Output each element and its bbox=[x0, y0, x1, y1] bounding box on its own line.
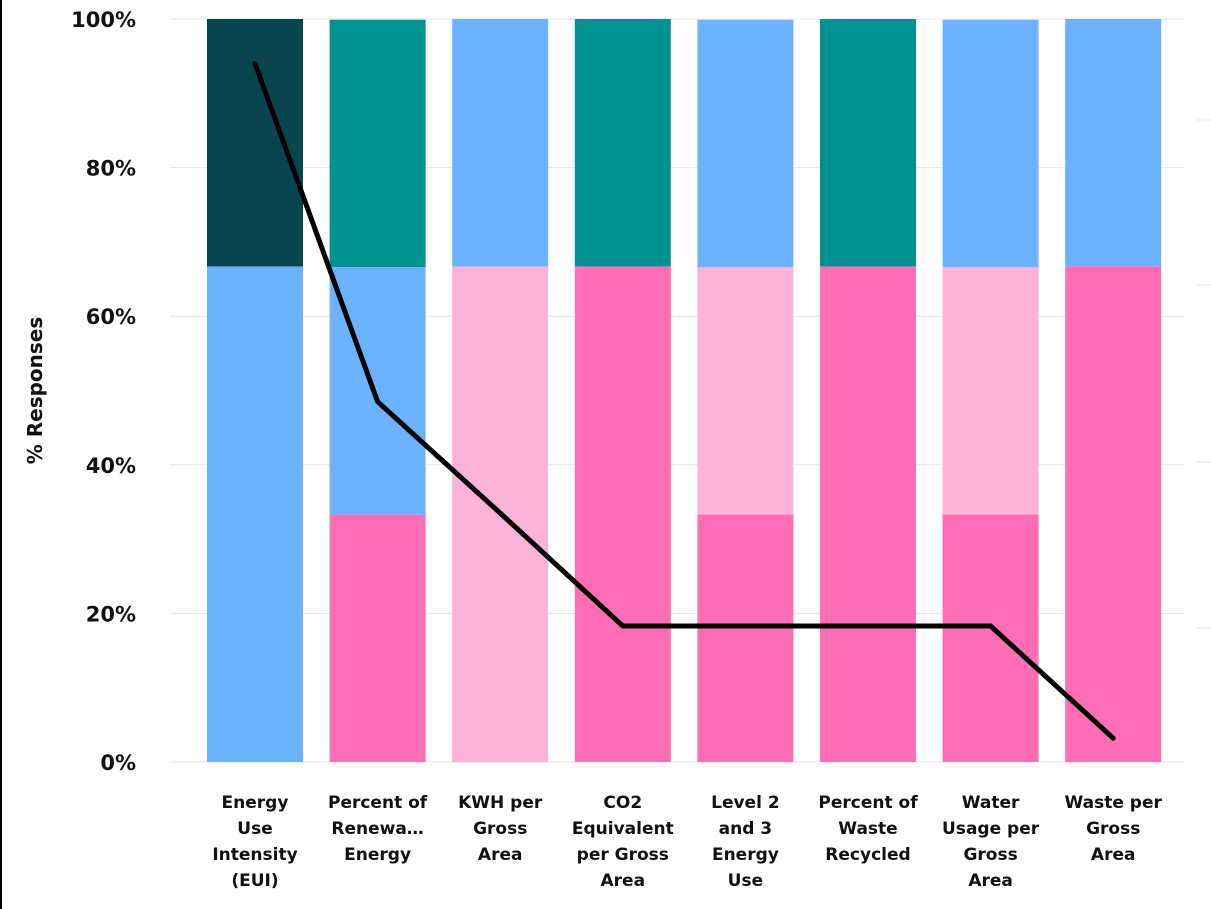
x-tick-label: Percent of Renewa… Energy bbox=[328, 793, 428, 865]
bar-segment bbox=[207, 19, 303, 267]
bar-segment bbox=[820, 266, 916, 762]
y-tick-label: 100% bbox=[71, 8, 136, 32]
y-tick-label: 20% bbox=[86, 602, 136, 626]
x-tick-label: CO2 Equivalent per Gross Area bbox=[572, 793, 674, 891]
bar-segment bbox=[1065, 19, 1162, 267]
bar-segment bbox=[329, 514, 426, 762]
bar-segment bbox=[574, 266, 671, 762]
x-tick-label: Energy Use Intensity (EUI) bbox=[212, 793, 297, 891]
bar-segment bbox=[697, 19, 794, 268]
x-tick-label: Percent of Waste Recycled bbox=[818, 793, 918, 865]
gridlines bbox=[170, 18, 1211, 763]
bar-segment bbox=[452, 19, 549, 267]
y-tick-label: 0% bbox=[100, 751, 136, 775]
x-tick-label: Waste per Gross Area bbox=[1064, 793, 1162, 865]
y-tick-label: 40% bbox=[86, 454, 136, 478]
y-tick-label: 60% bbox=[86, 305, 136, 329]
y-axis-title: % Responses bbox=[23, 317, 47, 465]
y-axis-ticks: 0% 20% 40% 60% 80% 100% bbox=[71, 8, 136, 775]
bar-segment bbox=[942, 267, 1039, 515]
bar-segment bbox=[207, 266, 303, 762]
bar-segment bbox=[942, 514, 1039, 762]
bar-segment bbox=[820, 19, 916, 267]
bar-segment bbox=[1065, 266, 1162, 762]
bars bbox=[207, 19, 1162, 762]
bar-segment bbox=[697, 514, 794, 762]
x-tick-label: KWH per Gross Area bbox=[458, 793, 543, 865]
trend-line bbox=[252, 61, 1116, 741]
bar-segment bbox=[697, 267, 794, 515]
x-axis-ticks: Energy Use Intensity (EUI) Percent of Renewa…… bbox=[212, 793, 1162, 891]
bar-segment bbox=[329, 19, 426, 268]
x-tick-label: Water Usage per Gross Area bbox=[942, 793, 1040, 891]
bar-segment bbox=[574, 19, 671, 267]
x-tick-label: Level 2 and 3 Energy Use bbox=[711, 793, 780, 891]
trend-line-group bbox=[252, 61, 1116, 741]
bar-segment bbox=[942, 19, 1039, 268]
y-tick-label: 80% bbox=[86, 157, 136, 181]
